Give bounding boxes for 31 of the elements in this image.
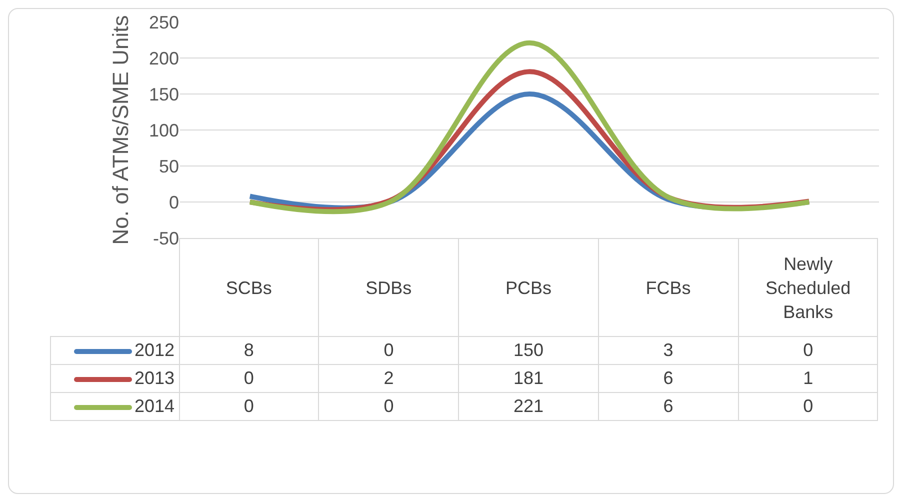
data-label: 0 <box>179 392 319 420</box>
data-label: 221 <box>458 392 598 420</box>
data-label: 6 <box>598 392 738 420</box>
data-label: 0 <box>318 392 459 420</box>
data-label: 2 <box>318 364 459 392</box>
data-label: 6 <box>598 364 738 392</box>
y-axis-title: No. of ATMs/SME Units <box>108 15 133 245</box>
y-tick-label: 150 <box>148 84 179 104</box>
legend-label: 2014 <box>50 392 179 420</box>
data-label: 0 <box>738 336 878 364</box>
data-label: 150 <box>458 336 598 364</box>
data-label: 1 <box>738 364 878 392</box>
x-tick-label: PCBs <box>504 276 552 300</box>
y-tick-label: 200 <box>148 48 179 68</box>
data-label: 0 <box>318 336 459 364</box>
y-tick-label: 100 <box>148 120 179 140</box>
data-label: 0 <box>738 392 878 420</box>
legend-label: 2012 <box>50 336 179 364</box>
data-label: 8 <box>179 336 319 364</box>
y-tick-label: 250 <box>148 12 179 32</box>
y-tick-label: -50 <box>152 228 179 248</box>
x-tick-label: FCBs <box>644 276 692 300</box>
y-tick-label: 0 <box>168 192 179 212</box>
data-label: 3 <box>598 336 738 364</box>
x-tick-label: SCBs <box>224 276 273 300</box>
data-label: 0 <box>179 364 319 392</box>
x-tick-label: SDBs <box>364 276 413 300</box>
x-tick-label: Newly Scheduled Banks <box>764 252 852 324</box>
y-tick-label: 50 <box>158 156 179 176</box>
data-label: 181 <box>458 364 598 392</box>
legend-label: 2013 <box>50 364 179 392</box>
